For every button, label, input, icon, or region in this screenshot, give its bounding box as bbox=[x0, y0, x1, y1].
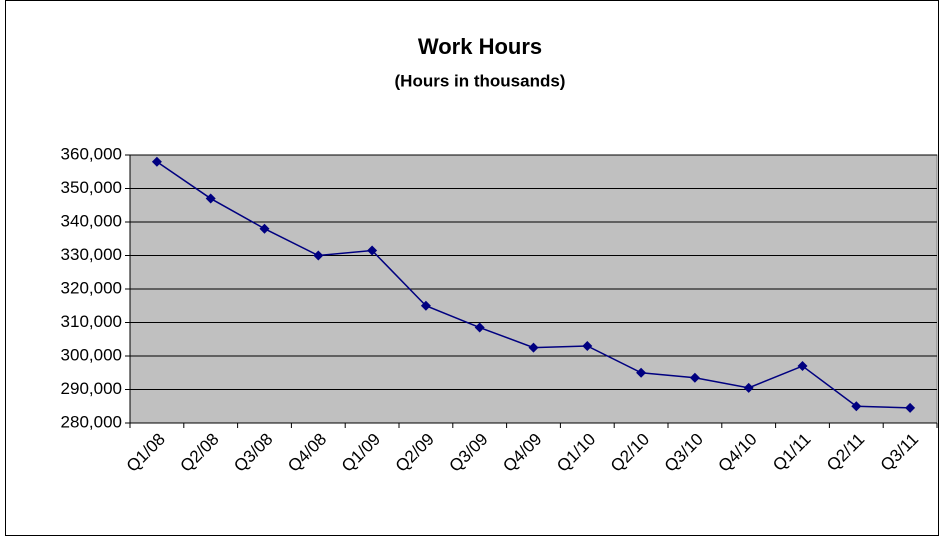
y-tick-label: 320,000 bbox=[61, 278, 122, 297]
marker bbox=[636, 367, 647, 378]
marker bbox=[743, 382, 754, 393]
y-tick-label: 280,000 bbox=[61, 412, 122, 431]
marker bbox=[313, 250, 324, 261]
y-tick-label: 300,000 bbox=[61, 345, 122, 364]
y-tick-label: 340,000 bbox=[61, 211, 122, 230]
marker bbox=[205, 193, 216, 204]
marker bbox=[528, 342, 539, 353]
marker bbox=[367, 245, 378, 256]
marker bbox=[797, 361, 808, 372]
marker bbox=[582, 340, 593, 351]
y-tick-label: 350,000 bbox=[61, 178, 122, 197]
chart-subtitle: (Hours in thousands) bbox=[395, 71, 566, 90]
marker bbox=[851, 401, 862, 412]
marker bbox=[420, 300, 431, 311]
chart-title: Work Hours bbox=[418, 34, 542, 59]
marker bbox=[474, 322, 485, 333]
y-tick-label: 330,000 bbox=[61, 245, 122, 264]
y-tick-label: 310,000 bbox=[61, 312, 122, 331]
marker bbox=[151, 156, 162, 167]
marker bbox=[689, 372, 700, 383]
y-tick-label: 360,000 bbox=[61, 144, 122, 163]
y-tick-label: 290,000 bbox=[61, 379, 122, 398]
marker bbox=[905, 402, 916, 413]
marker bbox=[259, 223, 270, 234]
